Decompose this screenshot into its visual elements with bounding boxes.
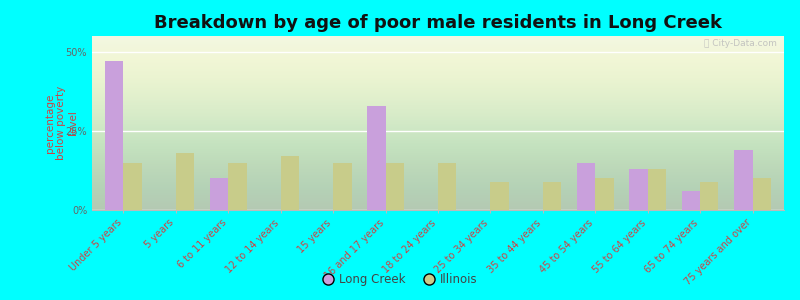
Bar (630, 169, 648, 210)
Title: Breakdown by age of poor male residents in Long Creek: Breakdown by age of poor male residents … (154, 14, 722, 32)
Bar (490, 182, 509, 210)
Bar (281, 156, 299, 210)
Bar (543, 182, 561, 210)
Bar (595, 178, 614, 210)
Y-axis label: percentage
below poverty
level: percentage below poverty level (45, 86, 78, 160)
Bar (210, 178, 228, 210)
Bar (700, 182, 718, 210)
Bar (753, 178, 771, 210)
Bar (577, 163, 595, 210)
Bar (386, 163, 404, 210)
Bar (367, 106, 386, 210)
Bar (333, 163, 351, 210)
Bar (734, 150, 753, 210)
Bar (105, 61, 123, 210)
Bar (682, 191, 700, 210)
Bar (438, 163, 456, 210)
Legend: Long Creek, Illinois: Long Creek, Illinois (318, 269, 482, 291)
Bar (228, 163, 246, 210)
Bar (648, 169, 666, 210)
Bar (123, 163, 142, 210)
Bar (176, 153, 194, 210)
Text: ⓘ City-Data.com: ⓘ City-Data.com (704, 40, 777, 49)
